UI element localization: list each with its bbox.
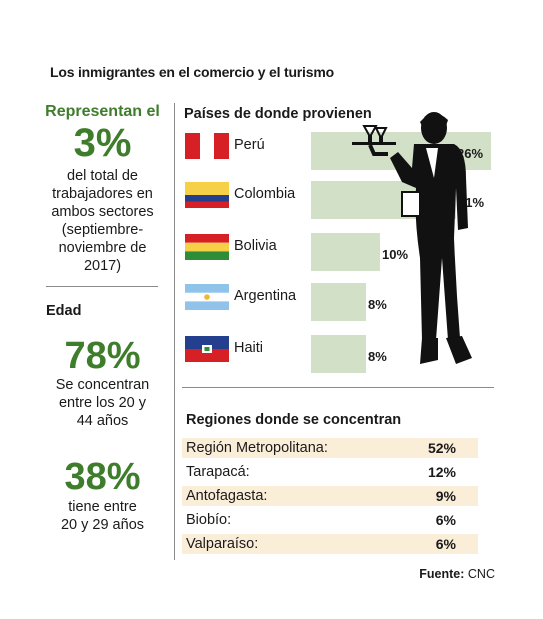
country-label: Colombia — [234, 186, 296, 202]
stat2-description: tiene entre 20 y 29 años — [40, 498, 165, 534]
regions-title: Regiones donde se concentran — [186, 412, 402, 428]
represent-desc-line: noviembre de — [58, 240, 147, 256]
region-label: Región Metropolitana: — [186, 440, 328, 456]
source-value: CNC — [467, 567, 495, 581]
flag-colombia-icon — [185, 182, 229, 208]
source-label: Fuente: — [419, 567, 465, 581]
country-label: Haiti — [234, 340, 264, 356]
represent-desc-line: del total de — [67, 168, 138, 184]
source-note: Fuente: CNC — [419, 567, 495, 581]
represent-label: Representan el — [45, 103, 160, 120]
region-row: Tarapacá: 12% — [182, 462, 478, 482]
bar-haiti — [311, 335, 366, 373]
region-label: Valparaíso: — [186, 536, 259, 552]
represent-value: 3% — [73, 121, 132, 165]
infographic-title: Los inmigrantes en el comercio y el turi… — [50, 64, 334, 80]
represent-desc-line: ambos sectores — [51, 204, 154, 220]
represent-description: del total de trabajadores en ambos secto… — [40, 167, 165, 275]
flag-bolivia-icon — [185, 234, 229, 260]
region-value: 12% — [427, 464, 456, 480]
represent-desc-line: trabajadores en — [52, 186, 153, 202]
region-label: Antofagasta: — [186, 488, 268, 504]
stat2-desc-line: 20 y 29 años — [60, 517, 145, 533]
country-label: Argentina — [234, 288, 297, 304]
waiter-silhouette-icon — [352, 112, 472, 364]
bar-value-label: 8% — [368, 297, 387, 312]
stat1-description: Se concentran entre los 20 y 44 años — [40, 376, 165, 430]
country-label: Bolivia — [234, 238, 277, 254]
region-row: Región Metropolitana: 52% — [182, 438, 478, 458]
region-value: 6% — [435, 536, 456, 552]
country-label: Perú — [234, 137, 265, 153]
stat2-desc-line: tiene entre — [68, 499, 137, 515]
represent-desc-line: 2017) — [83, 258, 122, 274]
stat1-desc-line: Se concentran — [55, 377, 150, 393]
flag-argentina-icon — [185, 284, 229, 310]
region-value: 6% — [435, 512, 456, 528]
region-value: 9% — [435, 488, 456, 504]
represent-desc-line: (septiembre- — [61, 222, 144, 238]
countries-title: Países de donde provienen — [184, 106, 372, 122]
bar-value-label: 8% — [368, 349, 387, 364]
region-value: 52% — [427, 440, 456, 456]
stat1-desc-line: 44 años — [76, 413, 129, 429]
edad-title: Edad — [46, 303, 82, 319]
bar-value-label: 10% — [382, 247, 409, 262]
stat1-value: 78% — [64, 335, 141, 377]
region-row: Antofagasta: 9% — [182, 486, 478, 506]
stat1-desc-line: entre los 20 y — [58, 395, 147, 411]
region-row: Biobío: 6% — [182, 510, 478, 530]
bar-argentina — [311, 283, 366, 321]
region-label: Tarapacá: — [186, 464, 250, 480]
bar-bolivia — [311, 233, 380, 271]
column-divider — [174, 103, 175, 560]
stat2-value: 38% — [64, 456, 141, 498]
flag-haiti-icon — [185, 336, 229, 362]
flag-peru-icon — [185, 133, 229, 159]
region-row: Valparaíso: 6% — [182, 534, 478, 554]
section-divider — [182, 387, 494, 388]
region-label: Biobío: — [186, 512, 232, 528]
left-divider — [46, 286, 158, 287]
